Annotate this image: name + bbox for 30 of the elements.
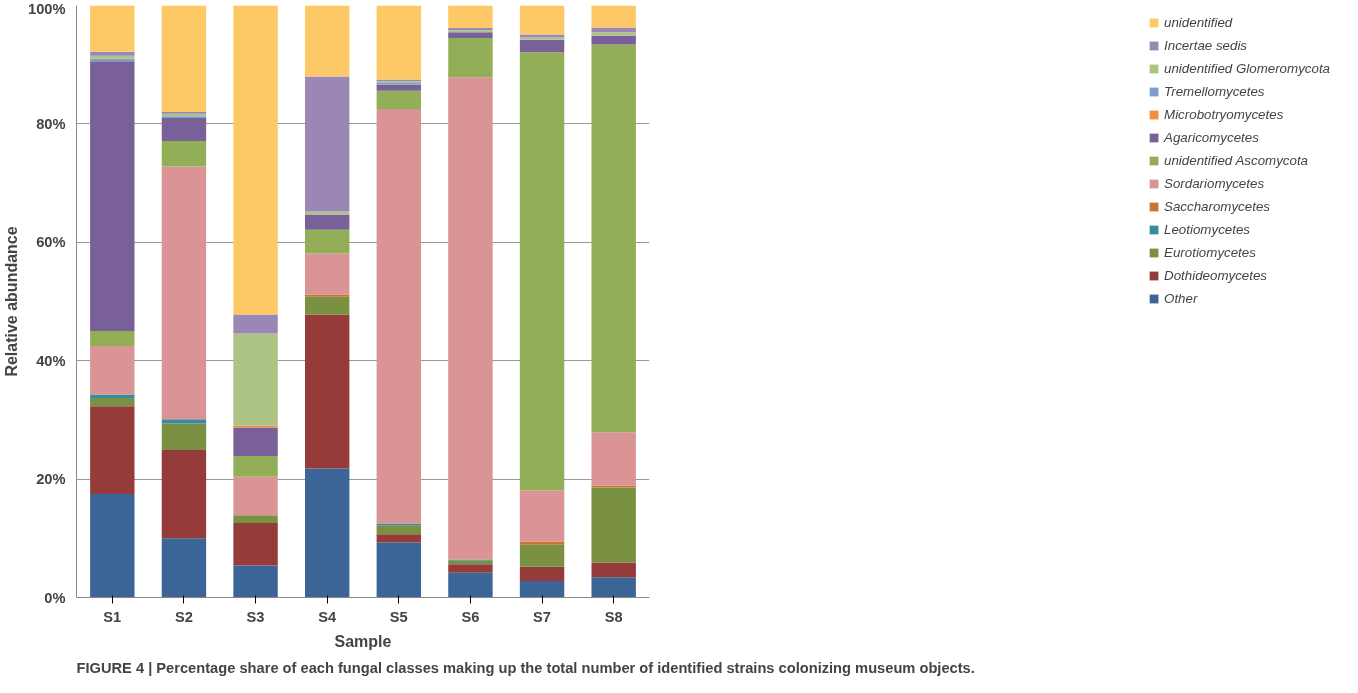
legend-label: unidentified Ascomycota [1164,153,1309,168]
x-tick-label: S6 [461,608,480,625]
y-tick-label: 60% [36,234,66,251]
y-tick-label: 40% [36,352,66,369]
legend-label: Incertae sedis [1164,38,1248,53]
legend-label: Dothideomycetes [1164,268,1268,283]
x-tick-label: S5 [389,608,408,625]
legend-label: Agaricomycetes [1164,130,1259,145]
legend-label: Other [1164,291,1198,306]
legend-label: Microbotryomycetes [1164,107,1284,122]
legend-label: unidentified [1164,15,1233,30]
y-tick-label: 100% [28,0,66,17]
legend-label: Eurotiomycetes [1164,245,1256,260]
legend-label: Tremellomycetes [1164,84,1265,99]
y-axis-title: Relative abundance [3,226,21,377]
legend-label: Leotiomycetes [1164,222,1250,237]
x-axis-title: Sample [334,632,392,650]
x-tick-label: S1 [103,608,122,625]
x-tick-label: S3 [246,608,265,625]
x-tick-label: S2 [174,608,193,625]
y-tick-label: 0% [44,589,66,606]
x-tick-label: S8 [604,608,623,625]
legend-label: Saccharomycetes [1164,199,1270,214]
x-tick-label: S7 [533,608,552,625]
caption: FIGURE 4 | Percentage share of each fungal classes making up the total number of identified strains colonizing museum objects. [76,659,975,676]
y-tick-label: 20% [36,471,66,488]
legend-label: unidentified Glomeromycota [1164,61,1330,76]
y-tick-label: 80% [36,115,66,132]
x-tick-label: S4 [318,608,337,625]
legend-label: Sordariomycetes [1164,176,1265,191]
